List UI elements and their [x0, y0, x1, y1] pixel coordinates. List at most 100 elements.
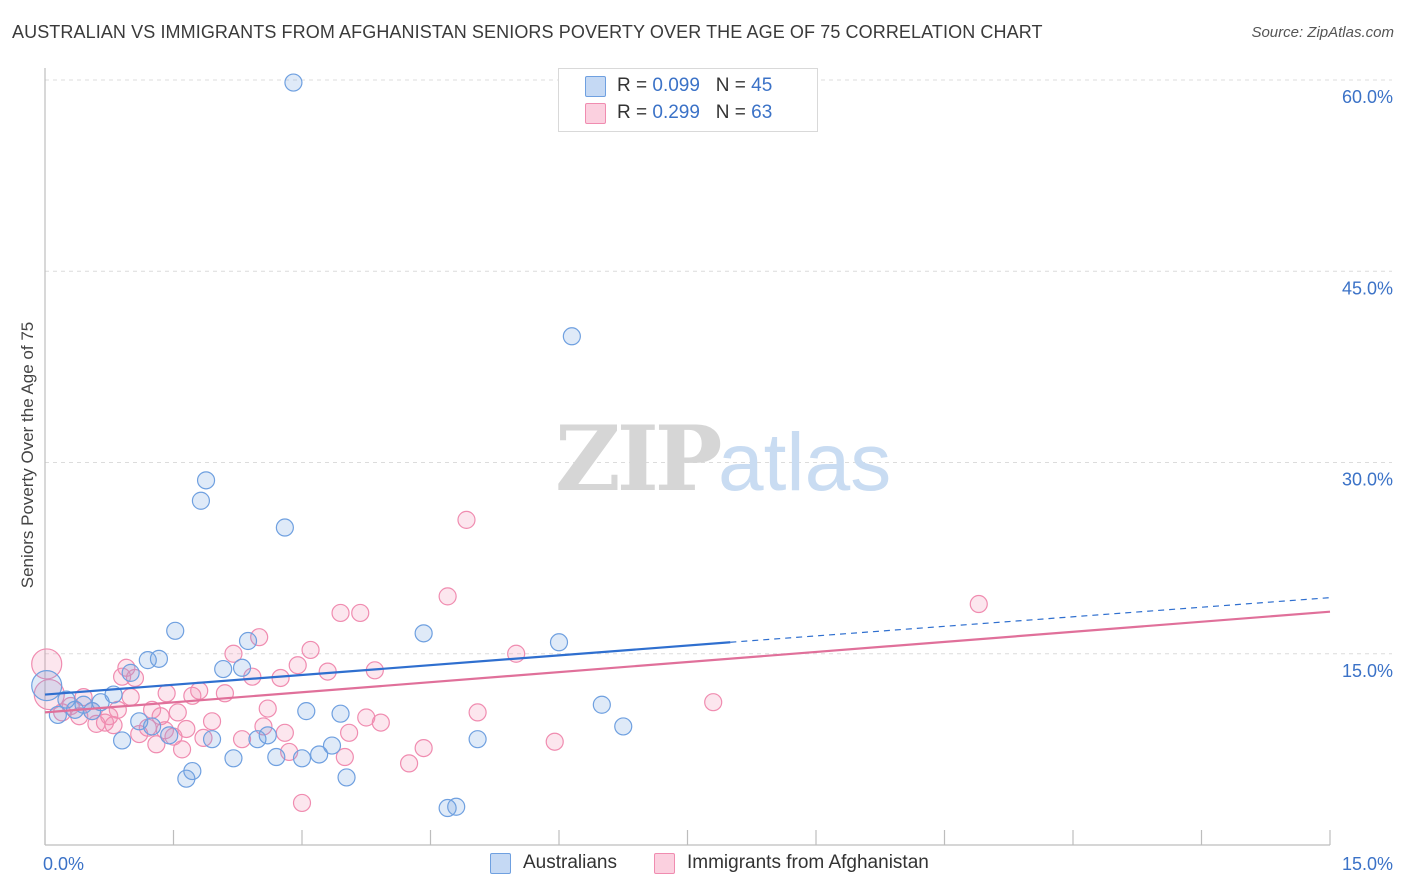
afghanistan-point: [545, 732, 564, 751]
australians-points: [31, 73, 633, 818]
australians-point: [214, 659, 233, 679]
afghanistan-point: [301, 640, 320, 660]
stats-legend: R = 0.099 N = 45 R = 0.299 N = 63: [558, 68, 818, 132]
afghanistan-swatch: [585, 103, 606, 124]
afghanistan-point: [172, 740, 192, 759]
australians-point: [322, 736, 342, 755]
australians-point: [562, 327, 581, 346]
r-value-australians: 0.099: [652, 75, 700, 96]
tick-labels: 15.0% 30.0% 45.0% 60.0% 0.0% 15.0%: [43, 87, 1393, 874]
trend-lines: [44, 597, 1331, 714]
afghanistan-point: [157, 684, 176, 703]
australians-point: [149, 649, 169, 668]
afghanistan-point: [232, 730, 252, 749]
y-tick-label: 30.0%: [1342, 470, 1393, 490]
australians-point: [166, 621, 185, 640]
australians-point: [238, 631, 258, 651]
source-label: Source: ZipAtlas.com: [1251, 24, 1394, 41]
australians-swatch: [585, 76, 606, 97]
australians-point: [284, 73, 303, 92]
afghanistan-point: [468, 703, 487, 722]
gridlines: [45, 79, 1392, 655]
afghanistan-point: [250, 628, 269, 647]
chart-title: AUSTRALIAN VS IMMIGRANTS FROM AFGHANISTA…: [12, 22, 1043, 42]
afghanistan-point: [190, 681, 209, 700]
afghanistan-point: [104, 716, 123, 735]
australians-point: [292, 749, 312, 768]
australians-point: [112, 731, 132, 750]
afghanistan-swatch: [654, 853, 675, 874]
afghanistan-point: [288, 656, 307, 675]
axes: [44, 68, 1331, 846]
afghanistan-point: [292, 793, 312, 813]
australians-point: [31, 670, 63, 702]
australians-point: [160, 726, 179, 745]
r-value-afghanistan: 0.299: [652, 102, 700, 123]
series-legend: Australians Immigrants from Afghanistan: [0, 852, 1406, 878]
afghanistan-point: [31, 648, 63, 680]
x-tick-label-max: 15.0%: [1342, 854, 1393, 874]
afghanistan-point: [177, 719, 196, 739]
afghanistan-trend-line: [44, 610, 1331, 714]
n-label: N =: [715, 75, 752, 96]
afghanistan-point: [340, 723, 359, 742]
australians-point: [414, 624, 433, 643]
australians-point: [191, 491, 211, 510]
afghanistan-point: [243, 667, 262, 686]
australians-point: [297, 702, 316, 721]
afghanistan-point: [147, 735, 166, 754]
afghanistan-point: [351, 603, 370, 623]
y-tick-label: 15.0%: [1342, 661, 1393, 681]
watermark-atlas: atlas: [718, 417, 891, 508]
australians-trend-line: [44, 641, 731, 696]
australians-point: [614, 717, 633, 736]
australians-point: [549, 633, 569, 652]
australians-point: [275, 518, 294, 537]
y-tick-label: 45.0%: [1342, 278, 1393, 298]
afghanistan-point: [331, 603, 350, 623]
afghanistan-points: [31, 510, 988, 813]
afghanistan-point: [969, 594, 988, 614]
afghanistan-point: [704, 693, 723, 712]
afghanistan-point: [371, 713, 390, 732]
australians-point: [258, 726, 277, 745]
australians-point: [331, 704, 350, 723]
watermark: ZIP atlas: [555, 406, 891, 512]
n-value-australians: 45: [751, 75, 773, 96]
australians-point: [232, 658, 252, 677]
australians-point: [121, 663, 140, 682]
afghanistan-point: [202, 712, 222, 731]
australians-point: [592, 695, 611, 714]
australians-point: [267, 747, 286, 767]
r-label: R =: [617, 102, 653, 123]
r-label: R =: [617, 75, 653, 96]
afghanistan-point: [224, 644, 243, 663]
afghanistan-point: [414, 738, 433, 758]
n-value-afghanistan: 63: [751, 102, 773, 123]
afghanistan-point: [457, 510, 476, 529]
legend-label-afghanistan: Immigrants from Afghanistan: [687, 852, 929, 873]
australians-point: [196, 471, 216, 490]
australians-point: [224, 749, 243, 768]
afghanistan-point: [121, 687, 140, 707]
afghanistan-point: [108, 700, 127, 719]
australians-point: [310, 745, 329, 764]
australians-point: [447, 797, 466, 816]
y-tick-label: 60.0%: [1342, 87, 1393, 107]
australians-swatch: [490, 853, 511, 874]
n-label: N =: [715, 102, 752, 123]
australians-point: [48, 705, 67, 725]
x-tick-label-min: 0.0%: [43, 854, 84, 874]
australians-point: [202, 730, 222, 749]
afghanistan-point: [168, 703, 187, 722]
australians-point: [337, 768, 356, 787]
afghanistan-point: [112, 667, 132, 686]
afghanistan-point: [335, 747, 354, 767]
afghanistan-point: [258, 699, 277, 718]
australians-trend-extension: [730, 597, 1331, 643]
watermark-zip: ZIP: [555, 406, 721, 512]
australians-point: [468, 730, 487, 749]
legend-label-australians: Australians: [523, 852, 617, 873]
australians-point: [183, 761, 202, 781]
